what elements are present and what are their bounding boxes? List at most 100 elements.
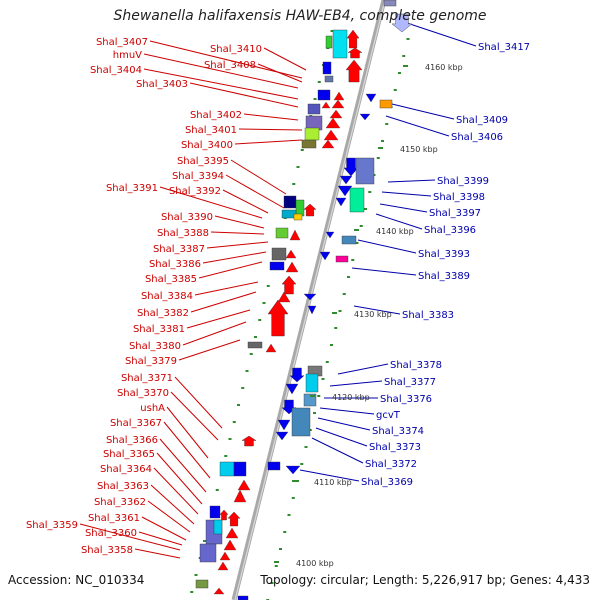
gene-label-reverse[interactable]: Shal_3376 (380, 394, 432, 405)
gene-feature[interactable] (349, 187, 365, 213)
gene-label-reverse[interactable]: Shal_3406 (451, 132, 503, 143)
gene-feature[interactable] (325, 35, 333, 49)
gene-label-reverse[interactable]: Shal_3399 (437, 176, 489, 187)
gene-feature[interactable] (321, 139, 335, 149)
gene-feature[interactable] (283, 195, 297, 209)
gene-feature[interactable] (355, 157, 375, 185)
gene-feature[interactable] (324, 75, 334, 83)
gene-feature[interactable] (319, 251, 331, 261)
gene-label-forward[interactable]: Shal_3358 (81, 545, 133, 556)
gene-feature[interactable] (325, 117, 341, 129)
gene-label-forward[interactable]: Shal_3387 (153, 244, 205, 255)
gene-label-forward[interactable]: hmuV (113, 50, 142, 61)
gene-feature[interactable] (365, 93, 377, 103)
gene-feature[interactable] (285, 383, 299, 395)
gene-label-forward[interactable]: Shal_3370 (117, 388, 169, 399)
gene-label-forward[interactable]: Shal_3365 (103, 449, 155, 460)
gene-feature[interactable] (303, 293, 317, 301)
gene-feature[interactable] (335, 197, 347, 207)
gene-feature[interactable] (223, 539, 237, 551)
gene-feature[interactable] (379, 99, 393, 109)
gene-label-forward[interactable]: Shal_3382 (137, 308, 189, 319)
gene-label-forward[interactable]: Shal_3392 (169, 186, 221, 197)
gene-label-forward[interactable]: Shal_3395 (177, 156, 229, 167)
gene-label-forward[interactable]: Shal_3390 (161, 212, 213, 223)
gene-feature[interactable] (233, 461, 247, 477)
gene-feature[interactable] (219, 461, 235, 477)
gene-feature[interactable] (339, 175, 353, 185)
gene-feature[interactable] (325, 231, 335, 239)
gene-feature[interactable] (281, 275, 297, 295)
gene-label-forward[interactable]: Shal_3404 (90, 65, 142, 76)
gene-label-reverse[interactable]: Shal_3389 (418, 271, 470, 282)
gene-feature[interactable] (233, 489, 247, 503)
gene-label-forward[interactable]: Shal_3381 (133, 324, 185, 335)
gene-label-forward[interactable]: Shal_3363 (97, 481, 149, 492)
gene-feature[interactable] (285, 261, 299, 273)
gene-feature[interactable] (341, 235, 357, 245)
gene-label-forward[interactable]: Shal_3367 (110, 418, 162, 429)
gene-label-reverse[interactable]: Shal_3372 (365, 459, 417, 470)
gene-label-forward[interactable]: Shal_3361 (88, 513, 140, 524)
gene-feature[interactable] (337, 185, 353, 197)
gene-feature[interactable] (317, 89, 331, 101)
gene-label-reverse[interactable]: Shal_3373 (369, 442, 421, 453)
gene-feature[interactable] (227, 511, 241, 527)
gene-feature[interactable] (271, 247, 287, 261)
gene-label-forward[interactable]: Shal_3386 (149, 259, 201, 270)
gene-feature[interactable] (289, 367, 305, 383)
gene-label-reverse[interactable]: Shal_3393 (418, 249, 470, 260)
gene-feature[interactable] (307, 305, 317, 315)
gene-label-forward[interactable]: Shal_3362 (94, 497, 146, 508)
gene-label-reverse[interactable]: Shal_3397 (429, 208, 481, 219)
gene-feature[interactable] (321, 101, 331, 109)
gene-label-forward[interactable]: Shal_3400 (181, 140, 233, 151)
gene-feature[interactable] (331, 99, 345, 109)
gene-label-forward[interactable]: Shal_3388 (157, 228, 209, 239)
gene-label-forward[interactable]: ushA (140, 403, 165, 414)
gene-feature[interactable] (237, 479, 251, 491)
gene-label-forward[interactable]: Shal_3384 (141, 291, 193, 302)
gene-feature[interactable] (277, 419, 291, 431)
gene-label-forward[interactable]: Shal_3401 (185, 125, 237, 136)
gene-label-reverse[interactable]: gcvT (376, 410, 401, 421)
gene-feature[interactable] (323, 129, 339, 141)
gene-feature[interactable] (275, 227, 289, 239)
gene-label-forward[interactable]: Shal_3366 (106, 435, 158, 446)
gene-label-forward[interactable]: Shal_3394 (172, 171, 224, 182)
gene-feature[interactable] (289, 229, 301, 241)
gene-feature[interactable] (199, 543, 217, 563)
gene-label-forward[interactable]: Shal_3380 (129, 341, 181, 352)
gene-feature[interactable] (195, 579, 209, 589)
gene-label-reverse[interactable]: Shal_3374 (372, 426, 424, 437)
gene-label-reverse[interactable]: Shal_3378 (390, 360, 442, 371)
gene-feature[interactable] (301, 139, 317, 149)
gene-feature[interactable] (285, 249, 297, 259)
gene-label-forward[interactable]: Shal_3371 (121, 373, 173, 384)
gene-feature[interactable] (269, 261, 285, 271)
gene-feature[interactable] (304, 127, 320, 141)
gene-feature[interactable] (285, 465, 301, 475)
gene-label-reverse[interactable]: Shal_3409 (456, 115, 508, 126)
gene-label-reverse[interactable]: Shal_3377 (384, 377, 436, 388)
gene-label-forward[interactable]: Shal_3359 (26, 520, 78, 531)
gene-feature[interactable] (247, 341, 263, 349)
gene-feature[interactable] (333, 91, 345, 101)
gene-feature[interactable] (219, 509, 229, 521)
gene-label-forward[interactable]: Shal_3410 (210, 44, 262, 55)
gene-feature[interactable] (213, 519, 223, 535)
gene-feature[interactable] (209, 505, 221, 519)
gene-feature[interactable] (359, 113, 371, 121)
gene-label-reverse[interactable]: Shal_3417 (478, 42, 530, 53)
gene-feature[interactable] (293, 213, 303, 221)
gene-label-forward[interactable]: Shal_3402 (190, 110, 242, 121)
gene-feature[interactable] (265, 343, 277, 353)
gene-feature[interactable] (291, 407, 311, 437)
gene-label-forward[interactable]: Shal_3379 (125, 356, 177, 367)
gene-feature[interactable] (329, 109, 343, 119)
gene-label-reverse[interactable]: Shal_3383 (402, 310, 454, 321)
gene-feature[interactable] (335, 255, 349, 263)
gene-label-forward[interactable]: Shal_3391 (106, 183, 158, 194)
gene-feature[interactable] (213, 587, 225, 595)
gene-feature[interactable] (275, 431, 289, 441)
